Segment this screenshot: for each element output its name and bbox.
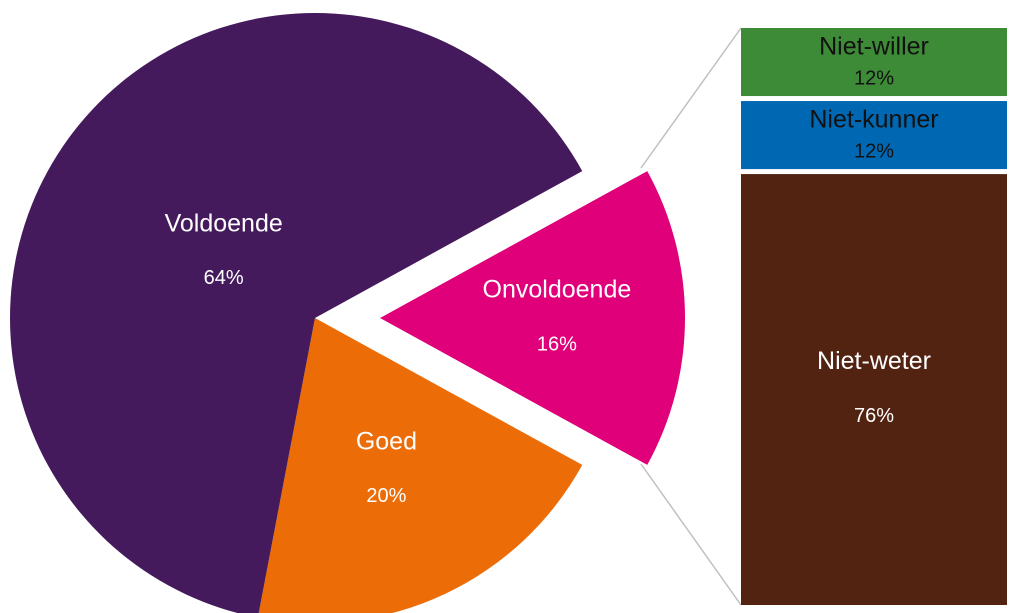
- slice-value-label: 16%: [537, 333, 577, 355]
- slice-label: Onvoldoende: [483, 276, 632, 304]
- segment-label: Niet-willer: [819, 33, 929, 61]
- bar-segment: [741, 174, 1007, 605]
- segment-value-label: 76%: [854, 405, 894, 427]
- slice-value-label: 64%: [204, 267, 244, 289]
- pie-slice: [10, 13, 583, 613]
- connector-line: [640, 463, 742, 606]
- segment-value-label: 12%: [854, 140, 894, 162]
- pie-slice: [258, 318, 583, 613]
- segment-label: Niet-weter: [817, 347, 931, 375]
- segment-label: Niet-kunner: [809, 106, 938, 134]
- slice-value-label: 20%: [366, 485, 406, 507]
- pie-slice: [380, 171, 685, 465]
- slice-label: Voldoende: [165, 209, 283, 237]
- bar-segment: [741, 28, 1007, 97]
- connector-line: [640, 27, 742, 169]
- slice-label: Goed: [356, 427, 417, 455]
- bar-segment: [741, 101, 1007, 170]
- segment-value-label: 12%: [854, 67, 894, 89]
